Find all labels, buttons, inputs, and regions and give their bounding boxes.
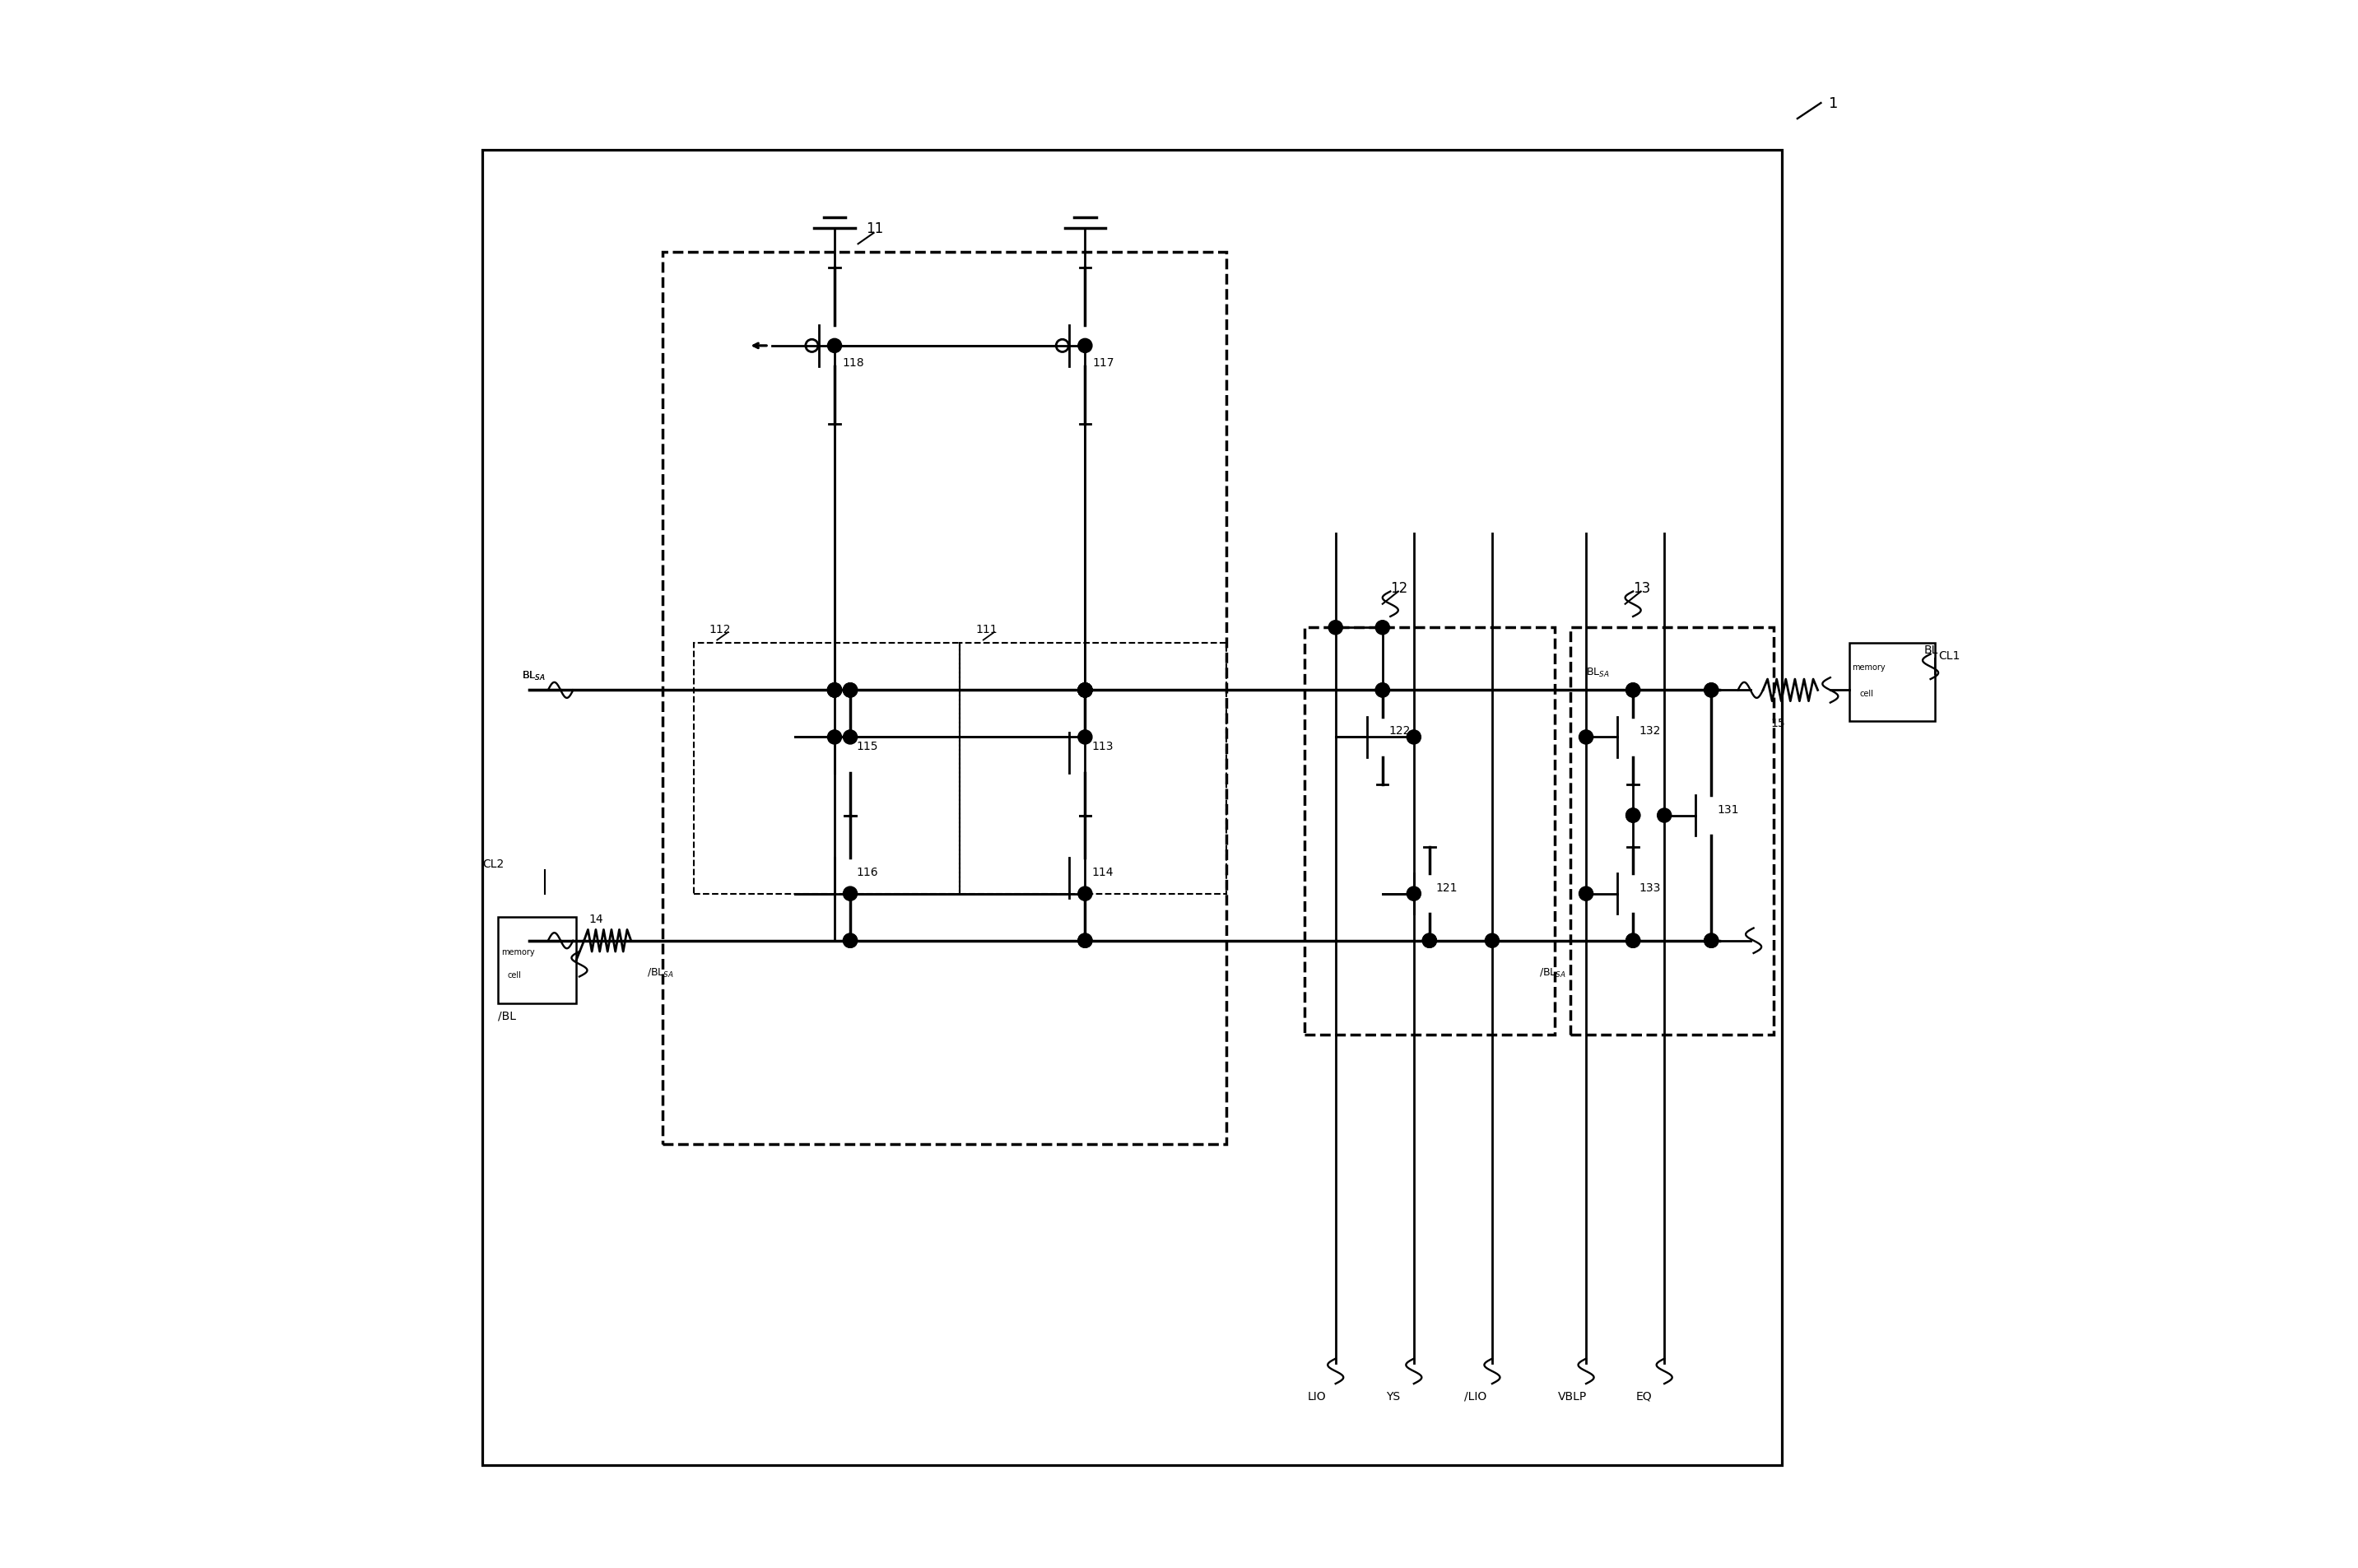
Circle shape — [828, 731, 842, 745]
Bar — [663, 251, 1226, 1145]
Text: VBLP: VBLP — [1559, 1391, 1587, 1402]
Bar — [1304, 627, 1554, 1035]
Text: 111: 111 — [976, 624, 997, 635]
Text: 116: 116 — [856, 867, 880, 878]
Circle shape — [828, 684, 842, 698]
Circle shape — [1627, 684, 1641, 698]
Text: 15: 15 — [1771, 718, 1785, 729]
Circle shape — [1658, 808, 1672, 822]
Text: 132: 132 — [1639, 726, 1660, 737]
Circle shape — [1078, 933, 1092, 947]
Circle shape — [1078, 731, 1092, 745]
Circle shape — [1408, 886, 1422, 900]
Text: EQ: EQ — [1636, 1391, 1653, 1402]
Text: 115: 115 — [856, 742, 877, 753]
Text: 12: 12 — [1391, 582, 1408, 596]
Text: BL$_{SA}$: BL$_{SA}$ — [1587, 666, 1611, 679]
Text: 1: 1 — [1830, 96, 1839, 111]
Text: 131: 131 — [1717, 804, 1740, 815]
Text: 112: 112 — [710, 624, 731, 635]
Text: cell: cell — [507, 972, 521, 980]
Text: BL$_{SA}$: BL$_{SA}$ — [521, 670, 545, 682]
Text: LIO: LIO — [1306, 1391, 1325, 1402]
Circle shape — [1705, 933, 1719, 947]
Circle shape — [844, 684, 858, 698]
Circle shape — [1627, 933, 1641, 947]
Text: memory: memory — [1851, 663, 1886, 671]
Bar — [1849, 643, 1936, 721]
Text: 122: 122 — [1389, 726, 1410, 737]
Text: /BL: /BL — [498, 1010, 516, 1022]
Text: CL2: CL2 — [483, 859, 505, 870]
Circle shape — [1580, 731, 1594, 745]
Text: BL: BL — [1924, 644, 1938, 655]
Circle shape — [1422, 933, 1436, 947]
Circle shape — [1627, 684, 1641, 698]
Circle shape — [1375, 684, 1389, 698]
Circle shape — [1705, 933, 1719, 947]
Circle shape — [844, 933, 858, 947]
Circle shape — [828, 684, 842, 698]
Text: /BL$_{SA}$: /BL$_{SA}$ — [1540, 967, 1566, 980]
Circle shape — [1705, 684, 1719, 698]
Circle shape — [844, 731, 858, 745]
Circle shape — [844, 684, 858, 698]
Circle shape — [1078, 684, 1092, 698]
Circle shape — [1078, 684, 1092, 698]
Bar — [960, 643, 1226, 894]
Circle shape — [1705, 684, 1719, 698]
Circle shape — [1078, 933, 1092, 947]
Text: 11: 11 — [865, 221, 884, 237]
Text: 14: 14 — [590, 914, 604, 925]
Text: YS: YS — [1387, 1391, 1401, 1402]
Text: 117: 117 — [1092, 358, 1115, 368]
Bar — [693, 643, 960, 894]
Circle shape — [1078, 339, 1092, 353]
Text: 13: 13 — [1634, 582, 1651, 596]
Bar — [1570, 627, 1773, 1035]
Circle shape — [1627, 808, 1641, 822]
Text: 121: 121 — [1436, 883, 1457, 894]
Circle shape — [1375, 621, 1389, 635]
Text: CL1: CL1 — [1938, 651, 1959, 662]
Circle shape — [844, 886, 858, 900]
Text: BL$_{SA}$: BL$_{SA}$ — [521, 670, 545, 682]
Text: 133: 133 — [1639, 883, 1660, 894]
Circle shape — [1078, 886, 1092, 900]
Circle shape — [1408, 731, 1422, 745]
Circle shape — [1078, 684, 1092, 698]
Text: cell: cell — [1860, 690, 1875, 698]
Bar — [498, 917, 575, 1004]
Circle shape — [1375, 684, 1389, 698]
Circle shape — [1580, 886, 1594, 900]
Circle shape — [828, 339, 842, 353]
Circle shape — [1078, 684, 1092, 698]
Circle shape — [1422, 933, 1436, 947]
Circle shape — [1627, 933, 1641, 947]
Circle shape — [1627, 808, 1641, 822]
Circle shape — [828, 684, 842, 698]
Circle shape — [844, 684, 858, 698]
Circle shape — [1486, 933, 1500, 947]
Text: 114: 114 — [1092, 867, 1113, 878]
Circle shape — [1328, 621, 1342, 635]
Text: /BL$_{SA}$: /BL$_{SA}$ — [646, 967, 674, 980]
Text: memory: memory — [502, 949, 535, 956]
Circle shape — [844, 933, 858, 947]
Text: /LIO: /LIO — [1464, 1391, 1486, 1402]
Text: 118: 118 — [842, 358, 865, 368]
Text: 113: 113 — [1092, 742, 1113, 753]
Circle shape — [828, 684, 842, 698]
Circle shape — [1078, 684, 1092, 698]
Circle shape — [1078, 684, 1092, 698]
Bar — [483, 151, 1783, 1465]
